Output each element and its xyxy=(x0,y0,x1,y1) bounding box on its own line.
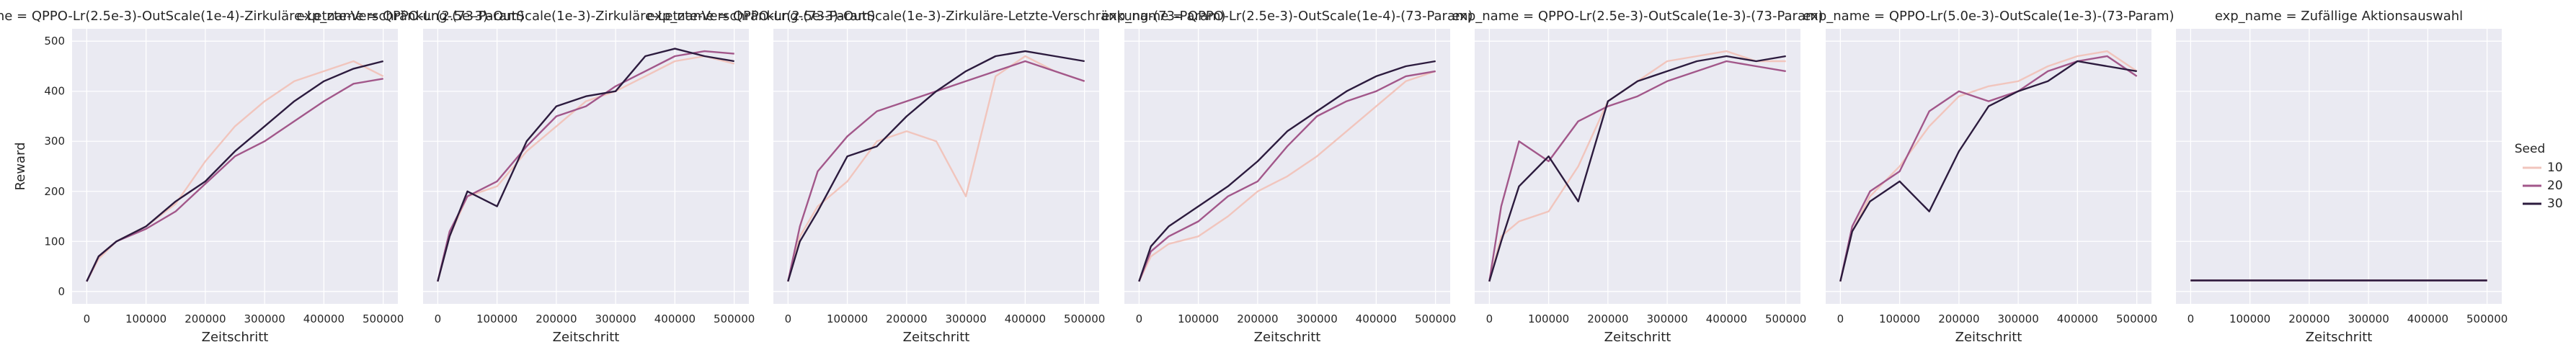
x-tick-label: 100000 xyxy=(2229,312,2270,325)
plot-background xyxy=(72,29,398,304)
legend-title: Seed xyxy=(2515,142,2546,156)
series-line-seed-10 xyxy=(1138,70,1436,282)
x-tick-label: 300000 xyxy=(595,312,636,325)
plot-background xyxy=(423,29,749,304)
x-axis-label: Zeitschritt xyxy=(2306,330,2373,345)
x-tick-label: 400000 xyxy=(303,312,345,325)
x-tick-label: 100000 xyxy=(125,312,166,325)
x-tick-label: 300000 xyxy=(1997,312,2038,325)
panel-title: exp_name = QPPO-Lr(2.5e-3)-OutScale(1e-4… xyxy=(0,9,525,24)
series-line-seed-20 xyxy=(1488,60,1786,282)
x-tick-label: 500000 xyxy=(1415,312,1456,325)
facet-panel-3: 0 100000 200000 300000 400000 500000 Zeitschri… xyxy=(647,9,1225,345)
x-axis-label: Zeitschritt xyxy=(1604,330,1671,345)
x-tick-label: 100000 xyxy=(1528,312,1569,325)
series-line-seed-20 xyxy=(787,60,1085,282)
x-tick-label: 500000 xyxy=(2116,312,2157,325)
panel-title: exp_name = Zufällige Aktionsauswahl xyxy=(2215,9,2463,24)
x-tick-label: 200000 xyxy=(886,312,927,325)
facet-panel-6: 0 100000 200000 300000 400000 500000 Zeitschri… xyxy=(1803,9,2174,345)
panel-title: exp_name = QPPO-Lr(2.5e-3)-OutScale(1e-4… xyxy=(1101,9,1473,24)
panel-title: exp_name = QPPO-Lr(5.0e-3)-OutScale(1e-3… xyxy=(1803,9,2174,24)
x-tick-label: 0 xyxy=(84,312,91,325)
x-axis-label: Zeitschritt xyxy=(1254,330,1321,345)
x-tick-label: 200000 xyxy=(1237,312,1278,325)
x-tick-label: 0 xyxy=(1136,312,1143,325)
x-tick-label: 400000 xyxy=(1005,312,1046,325)
series-line-seed-20 xyxy=(1138,70,1436,282)
y-tick-label: 500 xyxy=(44,35,65,48)
panel-title: exp_name = QPPO-Lr(2.5e-3)-OutScale(1e-3… xyxy=(647,9,1225,24)
series-line-seed-30 xyxy=(787,50,1085,282)
x-tick-label: 500000 xyxy=(1064,312,1105,325)
x-tick-label: 500000 xyxy=(363,312,404,325)
x-tick-label: 400000 xyxy=(1356,312,1397,325)
facet-panel-5: 0 100000 200000 300000 400000 500000 Zeitschri… xyxy=(1452,9,1823,345)
x-tick-label: 200000 xyxy=(1938,312,1979,325)
series-line-seed-20 xyxy=(1839,55,2138,282)
series-line-seed-30 xyxy=(86,60,383,282)
x-tick-label: 100000 xyxy=(827,312,868,325)
x-tick-label: 0 xyxy=(2188,312,2195,325)
x-axis-label: Zeitschritt xyxy=(903,330,970,345)
x-tick-label: 200000 xyxy=(1587,312,1628,325)
legend-label-seed-20: 20 xyxy=(2547,179,2563,193)
plot-background xyxy=(2176,29,2502,304)
plot-background xyxy=(1826,29,2151,304)
series-line-seed-30 xyxy=(1488,55,1786,282)
series-line-seed-10 xyxy=(1839,50,2138,282)
plot-background xyxy=(1124,29,1450,304)
y-tick-label: 400 xyxy=(44,85,65,98)
x-tick-label: 400000 xyxy=(1706,312,1747,325)
plot-background xyxy=(773,29,1099,304)
x-tick-label: 400000 xyxy=(2407,312,2448,325)
x-tick-label: 100000 xyxy=(1879,312,1920,325)
x-axis-label: Zeitschritt xyxy=(553,330,620,345)
panel-title: exp_name = QPPO-Lr(2.5e-3)-OutScale(1e-3… xyxy=(296,9,875,24)
x-tick-label: 0 xyxy=(785,312,792,325)
x-tick-label: 200000 xyxy=(536,312,577,325)
x-tick-label: 500000 xyxy=(2466,312,2508,325)
x-tick-label: 100000 xyxy=(476,312,518,325)
series-line-seed-30 xyxy=(1839,60,2137,282)
plot-background xyxy=(1475,29,1800,304)
x-tick-label: 500000 xyxy=(714,312,755,325)
x-tick-label: 0 xyxy=(1837,312,1844,325)
series-line-seed-30 xyxy=(437,48,734,282)
legend-label-seed-10: 10 xyxy=(2547,161,2563,175)
x-tick-label: 300000 xyxy=(945,312,986,325)
x-tick-label: 200000 xyxy=(2288,312,2329,325)
y-tick-label: 300 xyxy=(44,135,65,148)
y-axis-label: Reward xyxy=(13,142,28,190)
x-axis-label: Zeitschritt xyxy=(1955,330,2022,345)
x-tick-label: 300000 xyxy=(1646,312,1687,325)
x-tick-label: 400000 xyxy=(2057,312,2098,325)
x-tick-label: 300000 xyxy=(2348,312,2389,325)
legend-label-seed-30: 30 xyxy=(2547,197,2563,211)
x-tick-label: 300000 xyxy=(1296,312,1337,325)
x-tick-label: 0 xyxy=(1486,312,1493,325)
x-tick-label: 100000 xyxy=(1178,312,1219,325)
series-line-seed-20 xyxy=(437,50,734,282)
facet-panel-1: 0 100000 200000 300000 400000 500000 0 100 200 30… xyxy=(0,9,525,345)
facet-panel-4: 0 100000 200000 300000 400000 500000 Zeitschri… xyxy=(1101,9,1473,345)
y-tick-label: 0 xyxy=(58,285,65,298)
x-tick-label: 0 xyxy=(435,312,442,325)
x-tick-label: 300000 xyxy=(244,312,285,325)
y-tick-label: 100 xyxy=(44,235,65,248)
series-line-seed-10 xyxy=(787,55,1085,282)
y-tick-label: 200 xyxy=(44,185,65,198)
panel-title: exp_name = QPPO-Lr(2.5e-3)-OutScale(1e-3… xyxy=(1452,9,1823,24)
x-tick-label: 200000 xyxy=(185,312,226,325)
x-axis-label: Zeitschritt xyxy=(202,330,269,345)
x-tick-label: 500000 xyxy=(1765,312,1806,325)
series-line-seed-30 xyxy=(1138,60,1436,282)
facet-panel-2: 0 100000 200000 300000 400000 500000 Zeitschri… xyxy=(296,9,875,345)
facet-panel-7: 0 100000 200000 300000 400000 500000 Zeitschri… xyxy=(2176,9,2508,345)
x-tick-label: 400000 xyxy=(654,312,696,325)
